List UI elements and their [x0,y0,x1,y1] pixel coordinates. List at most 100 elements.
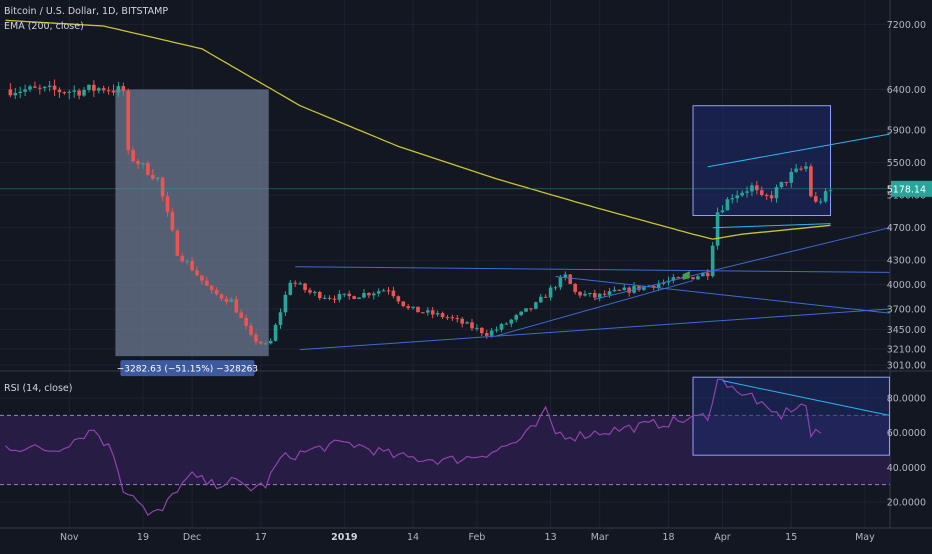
legend-ema: EMA (200, close) [4,21,87,32]
candle-body [637,286,641,290]
measure-label-text: −3282.63 (−51.15%) −328263 [117,365,258,375]
candle-body [421,312,425,314]
candle-body [460,318,464,324]
candle-body [543,296,548,298]
time-axis-tick: 2019 [331,532,357,543]
candle-body [529,308,533,310]
candle-body [602,293,607,295]
candle-body [239,312,243,318]
candle-body [28,86,32,90]
ema-line [5,19,831,240]
candle-body [578,291,582,296]
time-axis-tick: Feb [469,532,486,543]
time-axis-tick: Dec [183,532,201,543]
candle-body [676,277,681,279]
candle-body [661,282,666,284]
candle-body [391,290,396,297]
time-axis-tick: 14 [407,532,419,543]
candle-body [534,302,538,309]
candle-body [293,282,298,284]
wedge-trendline [712,223,831,229]
candle-body [386,290,391,292]
candle-body [87,84,91,90]
time-axis-tick: May [855,532,875,543]
candle-body [715,212,720,246]
measure-range-box [115,89,269,357]
rising-wedge-box [692,105,832,216]
candle-body [200,275,204,281]
candle-body [809,166,813,197]
candle-body [745,191,749,193]
candles [8,79,833,345]
candle-body [597,293,602,298]
candle-body [180,255,185,262]
candle-body [430,310,435,315]
candle-body [475,327,479,329]
candle-body [106,90,111,92]
candle-body [357,297,361,299]
candle-body [499,323,504,330]
candle-body [553,287,558,289]
candle-body [735,195,740,199]
symbol-label: Bitcoin / U.S. Dollar, 1D, BITSTAMP [4,6,169,17]
time-axis-tick: 18 [662,532,674,543]
candle-body [489,330,494,336]
candle-body [730,198,735,200]
candle-body [642,286,646,290]
candle-body [426,310,430,313]
candle-body [764,194,769,196]
candle-body [823,191,828,202]
candle-body [224,298,229,302]
candle-body [656,283,661,288]
candle-body [33,86,37,88]
candle-body [440,313,445,318]
time-axis-tick: 13 [545,532,557,543]
rsi-axis-tick: 80.0000 [887,394,926,405]
candle-body [116,86,121,93]
ema-label: EMA (200, close) [4,21,84,32]
candle-body [362,293,366,298]
candle-body [126,90,131,151]
candle-body [298,283,302,285]
candle-body [131,150,135,162]
candle-body [254,334,258,342]
candle-body [720,210,725,213]
candle-body [455,318,460,320]
candle-body [612,289,617,292]
price-axis-tick: 4700.00 [887,223,926,234]
rsi-label: RSI (14, close) [4,383,73,394]
candle-body [779,181,784,188]
time-axis-tick: 15 [785,532,797,543]
measure-label: −3282.63 (−51.15%) −328263 [117,360,258,377]
rsi-axis-tick: 40.0000 [887,463,926,474]
trendline [300,308,890,351]
rsi-line [5,378,822,516]
candle-body [563,274,568,278]
candle-body [57,89,62,93]
candle-body [705,272,710,277]
candle-body [141,163,145,165]
candle-body [465,322,469,324]
trendline [555,275,890,314]
price-axis-tick: 4000.00 [887,280,926,291]
candle-body [278,312,283,325]
flag-marker [683,271,691,281]
candle-body [8,89,13,96]
price-axis-tick: 5900.00 [887,126,926,137]
candle-body [101,88,106,91]
candle-body [322,297,327,299]
candle-body [62,92,67,94]
wedge-trendline [707,133,890,168]
candle-body [592,292,597,298]
candle-body [332,298,337,300]
candle-body [313,291,317,293]
candle-body [249,325,253,335]
candle-body [750,185,754,192]
price-axis-tick: 3010.00 [887,361,926,372]
candle-body [185,261,189,263]
candle-body [573,283,577,292]
price-axis-tick: 7200.00 [887,20,926,31]
candle-body [273,324,278,341]
